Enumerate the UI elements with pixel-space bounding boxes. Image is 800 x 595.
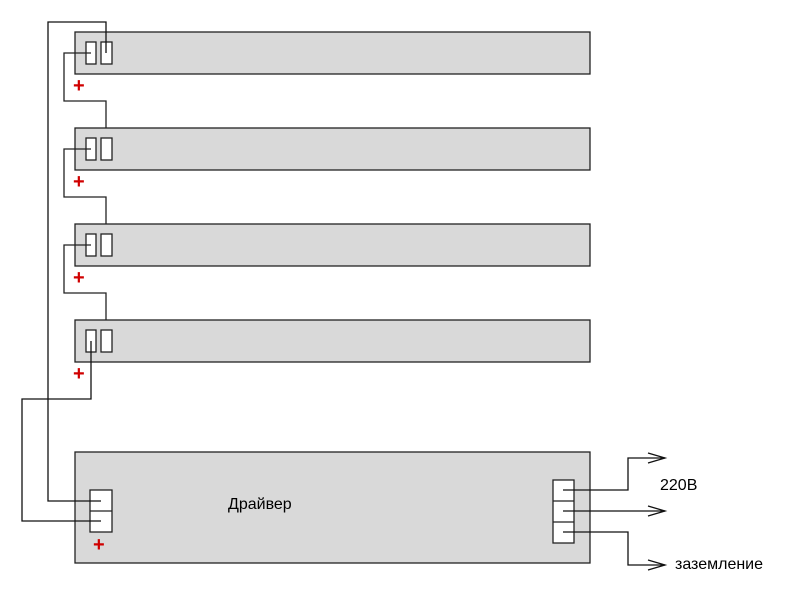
strip-plus-mark: + [73,267,85,289]
arrow-icon [647,559,668,571]
arrow-icon [647,452,668,464]
wires [21,21,668,571]
strip-plus-mark: + [73,363,85,385]
led-strip [74,319,591,363]
wire-positive [21,341,101,522]
wire-series [63,52,107,149]
wire-220v-1 [563,457,665,491]
strip-terminal-minus [100,233,113,257]
strip-terminal-minus [100,329,113,353]
arrow-icon [647,505,668,517]
wire-negative [47,21,107,502]
ground-label: заземление [675,556,764,573]
led-strip [74,223,591,267]
led-strip [74,31,591,75]
driver-plus-mark: + [93,534,105,556]
strip-terminal-minus [100,137,113,161]
strip-plus-mark: + [73,171,85,193]
voltage-label: 220В [660,477,698,494]
driver-box [74,451,591,564]
wire-series [63,244,107,341]
led-strip [74,127,591,171]
wire-ground [563,531,665,566]
driver-label: Драйвер [228,496,292,513]
wire-series [63,148,107,245]
strip-plus-mark: + [73,75,85,97]
driver-block [74,451,591,564]
